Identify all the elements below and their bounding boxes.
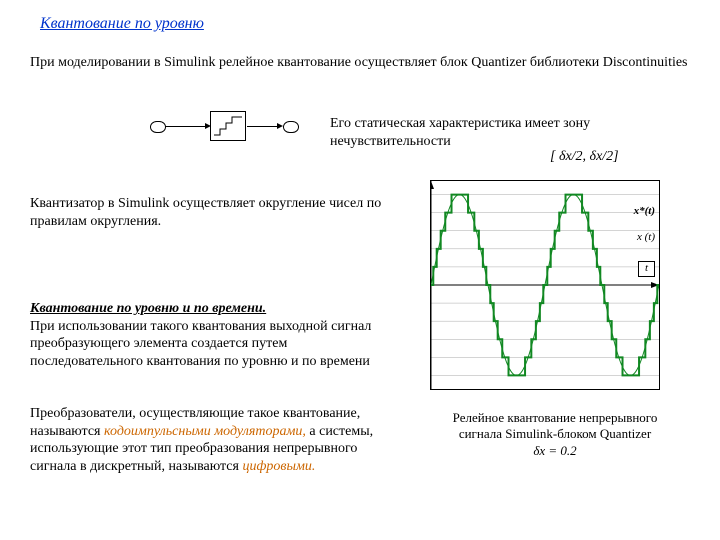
intro-paragraph: При моделировании в Simulink релейное кв… (30, 54, 690, 72)
pcm-highlight-1: кодоимпульсными модуляторами, (104, 424, 306, 439)
simulink-wire-in (165, 126, 205, 127)
chart-label-x: x (t) (637, 231, 655, 245)
rounding-paragraph: Квантизатор в Simulink осуществляет окру… (30, 195, 425, 230)
simulink-quantizer-block (210, 111, 246, 141)
level-time-heading: Квантование по уровню и по времени. (30, 301, 266, 316)
simulink-output-port (283, 121, 299, 133)
chart-svg (431, 181, 659, 389)
pcm-paragraph: Преобразователи, осуществляющие такое кв… (30, 405, 390, 475)
static-characteristic-text: Его статическая характеристика имеет зон… (330, 115, 660, 150)
simulink-wire-out (247, 126, 277, 127)
level-time-section: Квантование по уровню и по времени. При … (30, 300, 390, 370)
chart-label-xstar: x*(t) (634, 205, 655, 219)
chart-label-t: t (638, 261, 655, 277)
simulink-input-port (150, 121, 166, 133)
deadzone-formula: [ δx/2, δx/2] (550, 148, 710, 166)
pcm-highlight-2: цифровыми. (242, 459, 315, 474)
chart-caption-text: Релейное квантование непрерывного сигнал… (453, 410, 658, 441)
chart-caption-formula: δx = 0.2 (533, 443, 576, 458)
level-time-paragraph: При использовании такого квантования вых… (30, 319, 371, 369)
page-title: Квантование по уровню (40, 14, 204, 34)
chart-caption: Релейное квантование непрерывного сигнал… (430, 410, 680, 459)
quantization-chart: x*(t) x (t) t (430, 180, 660, 390)
